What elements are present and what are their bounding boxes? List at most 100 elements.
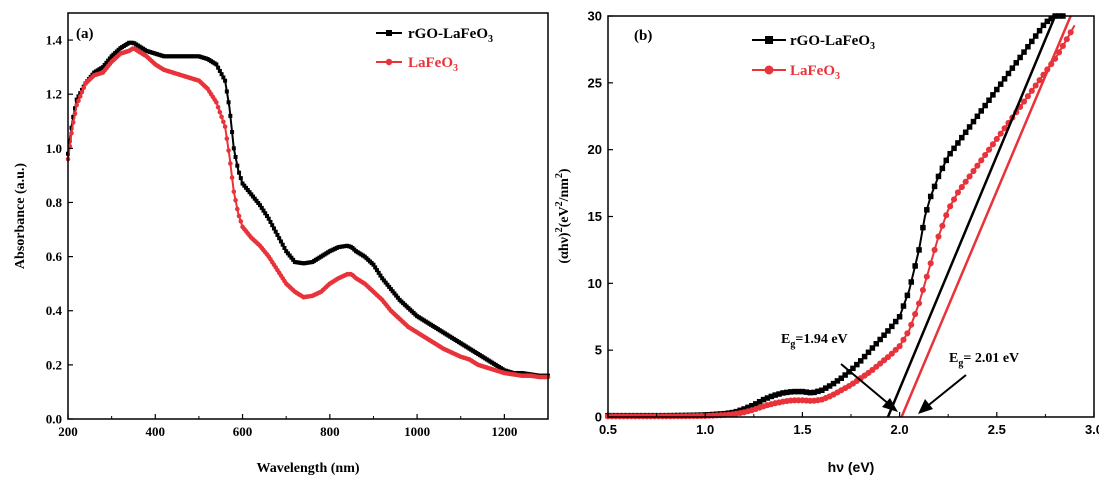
series-1-point xyxy=(881,332,887,338)
series-1-point xyxy=(278,239,283,244)
series-1-point xyxy=(376,270,381,275)
series-1-point xyxy=(1001,76,1008,82)
series-1-point xyxy=(371,262,376,267)
y-tick-label: 25 xyxy=(588,75,602,90)
series-1-point xyxy=(280,242,285,247)
series-2-point xyxy=(966,173,973,180)
series-1-point xyxy=(395,295,400,300)
series-1-point xyxy=(107,56,112,61)
series-2-point xyxy=(970,168,977,175)
series-2-point xyxy=(74,102,80,108)
series-1-point xyxy=(106,58,111,63)
series-1-point xyxy=(287,253,292,258)
series-2-point xyxy=(1063,36,1070,43)
series-2-point xyxy=(884,354,891,361)
series-1-point xyxy=(822,385,829,391)
series-2-point xyxy=(989,141,996,148)
y-tick-label: 15 xyxy=(588,209,602,224)
series-2-point xyxy=(1055,49,1063,56)
series-1-point xyxy=(394,293,399,298)
y-tick-label: 0 xyxy=(595,410,602,425)
panel-b-xlabel: hν (eV) xyxy=(828,459,875,475)
series-1-point xyxy=(834,378,841,384)
x-tick-label: 200 xyxy=(58,424,78,439)
series-1-point xyxy=(974,113,981,119)
series-1-point xyxy=(935,173,942,180)
panel-b-label: (b) xyxy=(634,28,652,44)
series-1-point xyxy=(885,328,891,334)
series-1-point xyxy=(216,65,221,70)
series-2-point xyxy=(923,273,930,280)
fit-line-2 xyxy=(900,15,1072,418)
panel-b-ylabel: (αhν)2(eV2/nm2) xyxy=(554,168,572,264)
series-1-point xyxy=(787,389,794,395)
series-2-point xyxy=(982,151,989,159)
series-2-point xyxy=(888,350,895,357)
series-2-point xyxy=(1001,125,1008,132)
series-1-point xyxy=(861,353,868,360)
series-2-point xyxy=(79,89,85,95)
annotation-eg-rgo-arrow xyxy=(840,363,891,406)
series-1-point xyxy=(780,390,786,396)
legend-a-entry-1: rGO-LaFeO3 xyxy=(408,26,493,45)
series-1-point xyxy=(1036,27,1043,34)
series-1-point xyxy=(741,406,747,412)
series-1-point xyxy=(819,387,825,394)
panel-a-label: (a) xyxy=(76,26,94,42)
series-2-point xyxy=(236,213,242,219)
series-1-point xyxy=(242,183,247,188)
series-1-point xyxy=(803,389,810,395)
series-2-point xyxy=(915,300,923,307)
series-1-point xyxy=(1017,54,1023,61)
series-1-point xyxy=(1005,70,1012,77)
series-2-point xyxy=(908,321,915,328)
series-2-point xyxy=(943,212,950,219)
legend-b-marker-2 xyxy=(764,65,774,75)
series-2-point xyxy=(70,120,76,125)
series-1-point xyxy=(1048,15,1054,22)
series-1-point xyxy=(264,214,269,218)
series-2-point xyxy=(900,336,907,343)
x-tick-label: 1.0 xyxy=(696,422,714,437)
series-1-point xyxy=(994,86,1000,93)
series-1-point xyxy=(271,226,276,231)
series-1-point xyxy=(378,273,383,278)
series-2-point xyxy=(912,311,919,318)
series-2-point xyxy=(231,189,237,194)
series-line-1 xyxy=(67,41,548,377)
x-tick-label: 2.5 xyxy=(988,422,1006,437)
series-1-point xyxy=(791,388,798,395)
series-1-point xyxy=(285,251,290,256)
series-1-point xyxy=(1032,33,1039,39)
series-1-point xyxy=(392,291,397,296)
series-2-point xyxy=(222,124,228,129)
series-1-point xyxy=(900,303,907,309)
series-2-point xyxy=(1067,29,1074,36)
legend-b-marker-1 xyxy=(765,36,773,44)
series-1-point xyxy=(916,247,922,253)
series-1-point xyxy=(920,224,926,231)
series-1-point xyxy=(258,203,262,208)
y-tick-label: 0.0 xyxy=(46,412,62,427)
series-1-point xyxy=(385,282,390,287)
series-1-point xyxy=(912,263,918,269)
series-2-point xyxy=(219,114,224,120)
series-1-point xyxy=(223,78,228,83)
series-1-point xyxy=(270,223,275,228)
series-1-point xyxy=(1025,43,1031,50)
panel-b-frame xyxy=(607,15,1095,418)
series-1-point xyxy=(282,245,287,250)
series-1-point xyxy=(854,361,860,368)
y-tick-label: 0.6 xyxy=(46,249,63,264)
series-1-point xyxy=(838,375,845,381)
series-1-point xyxy=(776,391,782,397)
series-1-point xyxy=(277,236,282,241)
series-2-point xyxy=(214,100,219,105)
panel-a-frame xyxy=(67,12,549,420)
annotation-eg-rgo: Eg=1.94 eV xyxy=(781,332,898,412)
series-1-point xyxy=(373,265,378,270)
series-1-point xyxy=(1040,22,1047,29)
series-1-point xyxy=(374,268,379,273)
series-2-point xyxy=(985,146,993,153)
series-1-point xyxy=(873,341,880,347)
